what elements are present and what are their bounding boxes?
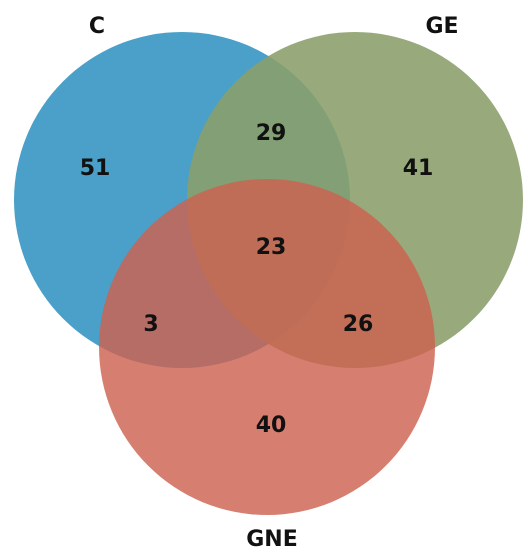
set-circle-gne bbox=[99, 179, 435, 515]
region-count-c-ge-gne: 23 bbox=[256, 235, 287, 260]
set-label-c: C bbox=[89, 14, 105, 39]
set-label-gne: GNE bbox=[246, 527, 298, 550]
region-count-c-only: 51 bbox=[80, 156, 111, 181]
region-count-c-gne: 3 bbox=[143, 312, 158, 337]
region-count-c-ge: 29 bbox=[256, 121, 287, 146]
region-count-ge-only: 41 bbox=[403, 156, 434, 181]
region-count-ge-gne: 26 bbox=[343, 312, 374, 337]
set-label-ge: GE bbox=[425, 14, 458, 39]
region-count-gne-only: 40 bbox=[256, 413, 287, 438]
